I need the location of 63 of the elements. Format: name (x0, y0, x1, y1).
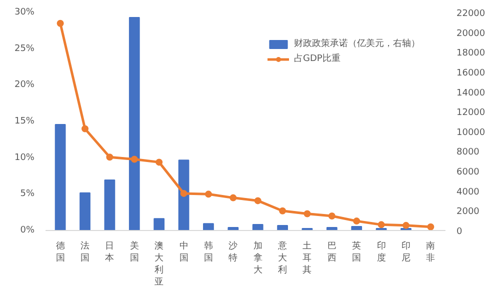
y2-tick-label: 16000 (456, 68, 486, 78)
point (56, 20, 64, 27)
point (180, 190, 188, 197)
bar (203, 223, 214, 230)
x-tick-label: 印尼 (401, 240, 410, 264)
point (427, 223, 434, 230)
y2-tick-label: 10000 (456, 128, 486, 138)
point (156, 158, 163, 166)
legend-label: 占GDP比重 (294, 52, 340, 65)
y2-tick-label: 22000 (456, 9, 486, 19)
x-tick-label: 土耳其 (302, 240, 312, 276)
point (279, 207, 286, 214)
bar (80, 192, 90, 230)
x-tick-label: 德国 (56, 240, 65, 264)
x-tick-label: 巴西 (327, 242, 336, 264)
bar (104, 179, 116, 230)
x-tick-label: 加拿大 (253, 240, 262, 276)
y2-tick-label: 4000 (456, 187, 480, 198)
x-tick-label: 法国 (80, 240, 90, 264)
bar (128, 16, 140, 230)
x-tick-label: 澳大利亚 (154, 240, 164, 288)
bar (54, 124, 66, 230)
point (230, 194, 237, 202)
legend-label: 财政政策承诺（亿美元，右轴） (294, 38, 420, 50)
point (82, 125, 89, 132)
y-tick-label: 5% (20, 189, 35, 200)
x-tick-label: 英国 (352, 240, 362, 264)
y-tick-label: 30% (14, 8, 35, 18)
point (353, 218, 360, 225)
y-tick-label: 15% (14, 116, 35, 126)
bar (154, 218, 165, 230)
x-tick-label: 日本 (105, 242, 114, 264)
y2-tick-label: 14000 (456, 88, 486, 98)
y-tick-label: 20% (14, 80, 35, 90)
bar (178, 160, 190, 230)
bar (277, 225, 288, 230)
point (378, 221, 385, 228)
y2-tick-label: 18000 (456, 48, 486, 59)
x-tick-label: 韩国 (204, 240, 213, 264)
y-tick-label: 0% (20, 226, 35, 236)
y-tick-label: 25% (14, 44, 35, 54)
bar (351, 226, 362, 230)
y-tick-label: 10% (14, 152, 35, 163)
y2-tick-label: 6000 (456, 168, 480, 178)
x-tick-label: 中国 (179, 240, 188, 264)
point (402, 222, 410, 229)
point (130, 156, 138, 163)
point (254, 197, 262, 204)
y2-tick-label: 20000 (456, 28, 486, 39)
bar (252, 224, 264, 230)
point (106, 154, 114, 161)
point (328, 212, 336, 220)
x-tick-label: 美国 (130, 240, 139, 264)
y2-tick-label: 8000 (456, 148, 480, 158)
x-tick-label: 印度 (376, 240, 386, 264)
x-tick-label: 沙特 (228, 240, 238, 264)
point (304, 210, 311, 218)
point (204, 190, 212, 198)
x-tick-label: 意大利 (277, 240, 288, 276)
y2-tick-label: 12000 (456, 108, 486, 118)
x-tick-label: 南非 (426, 240, 436, 264)
y2-tick-label: 2000 (456, 207, 480, 218)
y2-tick-label: 0 (456, 227, 462, 237)
